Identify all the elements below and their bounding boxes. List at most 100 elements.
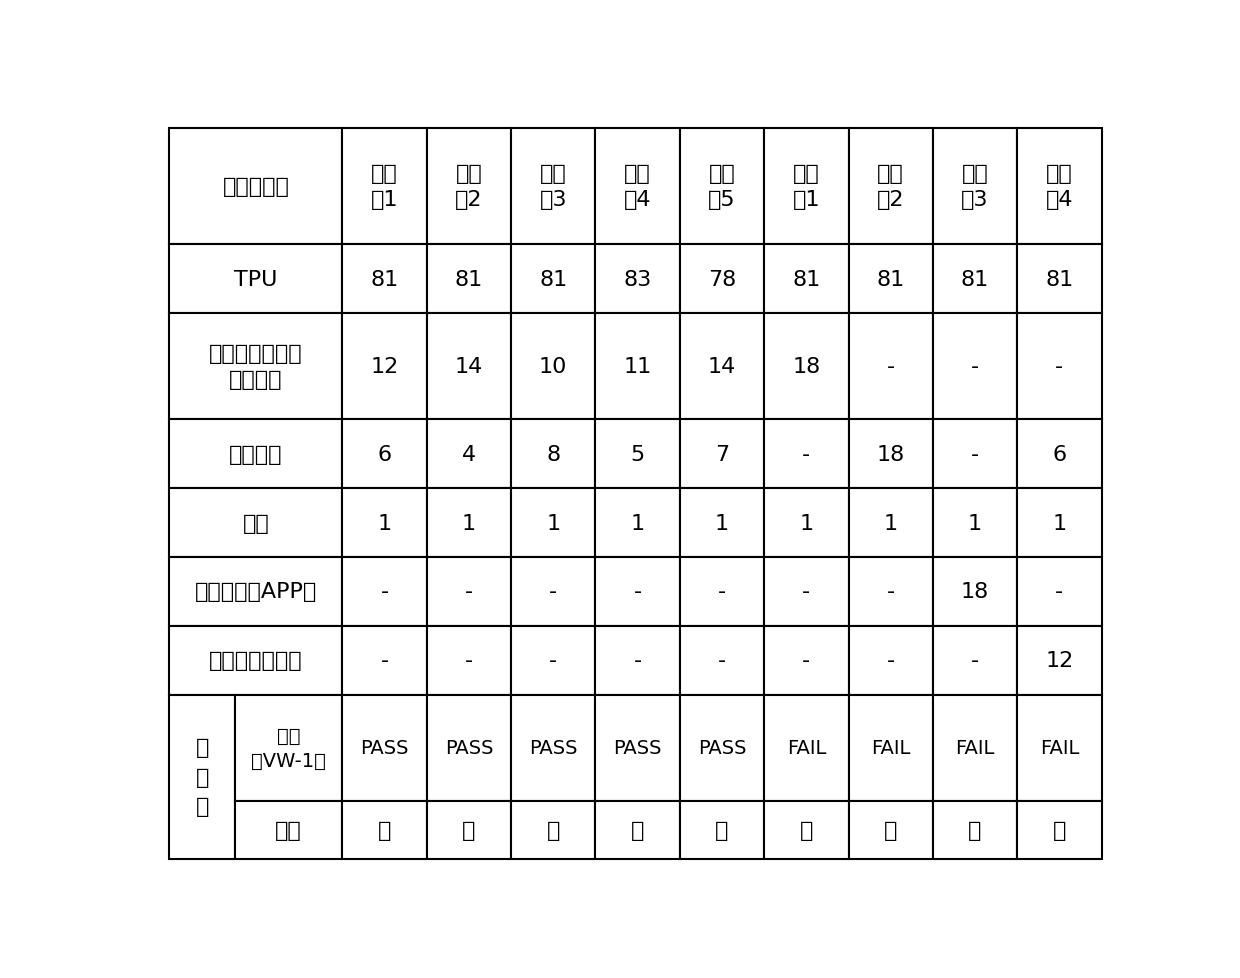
Bar	[342, 420, 427, 489]
Text: -: -	[634, 582, 641, 601]
Text: 无: 无	[715, 820, 729, 840]
Text: -: -	[887, 357, 895, 377]
Bar	[170, 557, 342, 626]
Text: PASS: PASS	[614, 738, 662, 757]
Bar	[848, 314, 932, 420]
Bar	[680, 695, 764, 801]
Bar	[1017, 129, 1101, 245]
Text: 1: 1	[884, 513, 898, 533]
Text: 81: 81	[877, 270, 905, 289]
Text: 14: 14	[455, 357, 484, 377]
Text: 8: 8	[546, 444, 560, 465]
Text: -: -	[971, 444, 980, 465]
Bar	[511, 557, 595, 626]
Text: 成碳组分: 成碳组分	[229, 444, 283, 465]
Text: 18: 18	[877, 444, 905, 465]
Text: -: -	[971, 357, 980, 377]
Text: 二异丁基二硫代
次磷酸铝: 二异丁基二硫代 次磷酸铝	[210, 343, 303, 390]
Text: 1: 1	[800, 513, 813, 533]
Text: -: -	[465, 582, 472, 601]
Text: 1: 1	[715, 513, 729, 533]
Bar	[511, 626, 595, 695]
Text: PASS: PASS	[698, 738, 746, 757]
Text: -: -	[718, 582, 727, 601]
Text: 原材料组成: 原材料组成	[222, 177, 289, 197]
Text: 1: 1	[461, 513, 476, 533]
Bar	[1017, 557, 1101, 626]
Bar	[595, 557, 680, 626]
Bar	[932, 695, 1017, 801]
Text: 无: 无	[631, 820, 645, 840]
Text: -: -	[634, 650, 641, 671]
Bar	[511, 801, 595, 859]
Bar	[848, 626, 932, 695]
Bar	[427, 626, 511, 695]
Text: 81: 81	[539, 270, 568, 289]
Bar	[170, 314, 342, 420]
Text: 无: 无	[1053, 820, 1066, 840]
Text: -: -	[1055, 582, 1064, 601]
Text: -: -	[971, 650, 980, 671]
Text: 实施
例3: 实施 例3	[539, 163, 567, 210]
Text: 78: 78	[708, 270, 737, 289]
Bar	[680, 245, 764, 314]
Bar	[342, 801, 427, 859]
Text: 有: 有	[800, 820, 813, 840]
Text: 12: 12	[371, 357, 398, 377]
Text: 1: 1	[377, 513, 392, 533]
Text: 对比
例4: 对比 例4	[1045, 163, 1073, 210]
Bar	[427, 420, 511, 489]
Bar	[511, 695, 595, 801]
Text: -: -	[887, 650, 895, 671]
Bar	[170, 129, 342, 245]
Text: PASS: PASS	[529, 738, 578, 757]
Bar	[236, 801, 342, 859]
Text: -: -	[718, 650, 727, 671]
Text: 无: 无	[968, 820, 982, 840]
Text: 1: 1	[546, 513, 560, 533]
Text: 熔滴: 熔滴	[275, 820, 303, 840]
Text: 81: 81	[961, 270, 990, 289]
Bar	[764, 801, 848, 859]
Bar	[848, 695, 932, 801]
Bar	[848, 420, 932, 489]
Text: 12: 12	[1045, 650, 1074, 671]
Bar	[170, 489, 342, 557]
Bar	[427, 557, 511, 626]
Text: -: -	[1055, 357, 1064, 377]
Text: 无: 无	[378, 820, 391, 840]
Bar	[511, 314, 595, 420]
Bar	[764, 245, 848, 314]
Bar	[427, 129, 511, 245]
Text: PASS: PASS	[445, 738, 494, 757]
Text: 实施
例1: 实施 例1	[371, 163, 398, 210]
Bar	[1017, 314, 1101, 420]
Bar	[342, 129, 427, 245]
Bar	[427, 314, 511, 420]
Bar	[1017, 626, 1101, 695]
Text: 阻燃
（VW-1）: 阻燃 （VW-1）	[252, 726, 326, 770]
Text: 无: 无	[884, 820, 898, 840]
Bar	[595, 626, 680, 695]
Bar	[932, 801, 1017, 859]
Text: 实施
例4: 实施 例4	[624, 163, 651, 210]
Bar	[764, 314, 848, 420]
Bar	[427, 801, 511, 859]
Text: 81: 81	[1045, 270, 1074, 289]
Bar	[595, 489, 680, 557]
Bar	[1017, 489, 1101, 557]
Text: 6: 6	[377, 444, 392, 465]
Text: -: -	[802, 582, 811, 601]
Bar	[170, 695, 236, 859]
Bar	[932, 245, 1017, 314]
Text: 6: 6	[1053, 444, 1066, 465]
Text: 11: 11	[624, 357, 652, 377]
Bar	[680, 626, 764, 695]
Text: -: -	[802, 650, 811, 671]
Text: 实施
例2: 实施 例2	[455, 163, 482, 210]
Bar	[1017, 245, 1101, 314]
Text: 81: 81	[455, 270, 484, 289]
Bar	[511, 245, 595, 314]
Bar	[1017, 801, 1101, 859]
Bar	[764, 129, 848, 245]
